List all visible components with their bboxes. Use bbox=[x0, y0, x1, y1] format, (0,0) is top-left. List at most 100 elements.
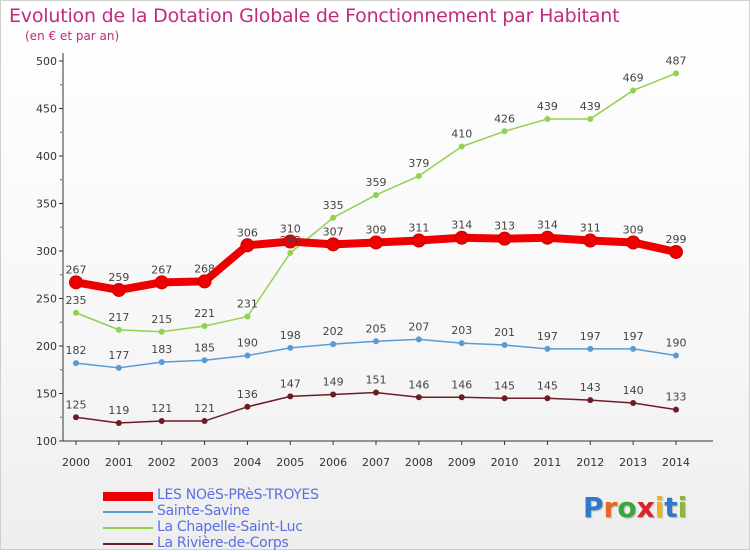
data-point bbox=[158, 418, 165, 425]
data-point bbox=[287, 393, 294, 400]
data-label: 125 bbox=[66, 398, 87, 411]
data-point bbox=[458, 394, 465, 401]
data-label: 198 bbox=[280, 329, 301, 342]
legend-swatch bbox=[103, 511, 153, 513]
data-label: 311 bbox=[580, 222, 601, 235]
data-point bbox=[544, 395, 551, 402]
data-point bbox=[115, 364, 122, 371]
data-label: 136 bbox=[237, 388, 258, 401]
legend-swatch bbox=[103, 527, 153, 529]
x-tick-label: 2001 bbox=[105, 456, 133, 469]
data-label: 298 bbox=[280, 234, 301, 247]
data-point bbox=[69, 275, 83, 290]
series-3 bbox=[73, 389, 679, 426]
data-point bbox=[240, 238, 255, 253]
data-point bbox=[287, 344, 294, 351]
y-tick-label: 350 bbox=[36, 198, 57, 211]
data-label: 310 bbox=[280, 223, 301, 236]
data-label: 143 bbox=[580, 381, 601, 394]
data-point bbox=[283, 234, 298, 249]
logo-letter: i bbox=[677, 491, 688, 524]
data-point bbox=[497, 231, 512, 246]
data-label: 309 bbox=[366, 223, 387, 236]
x-tick-label: 2009 bbox=[448, 456, 476, 469]
data-label: 145 bbox=[537, 379, 558, 392]
data-point bbox=[673, 406, 679, 413]
data-label: 314 bbox=[537, 219, 558, 232]
data-label: 197 bbox=[623, 330, 644, 343]
data-label: 197 bbox=[537, 330, 558, 343]
data-point bbox=[501, 128, 508, 135]
data-label: 182 bbox=[66, 344, 87, 357]
data-point bbox=[111, 282, 126, 297]
data-label: 197 bbox=[580, 330, 601, 343]
data-label: 121 bbox=[151, 402, 172, 415]
data-point bbox=[197, 274, 212, 289]
data-point bbox=[244, 403, 251, 410]
data-point bbox=[158, 359, 165, 366]
data-point bbox=[158, 328, 165, 335]
data-point bbox=[501, 395, 508, 402]
x-tick-label: 2010 bbox=[491, 456, 519, 469]
logo-letter: i bbox=[654, 491, 665, 524]
legend-label: La Rivière-de-Corps bbox=[157, 535, 289, 551]
data-point bbox=[330, 341, 337, 348]
x-tick-label: 2013 bbox=[619, 456, 647, 469]
axes: 100 150 200 250 300 350 400 450 500 2000 2001 2002 2… bbox=[36, 53, 713, 469]
legend-item: La Chapelle-Saint-Luc bbox=[103, 519, 403, 536]
series-layer bbox=[69, 70, 683, 426]
data-label: 307 bbox=[323, 225, 344, 238]
data-label: 149 bbox=[323, 375, 344, 388]
data-label: 309 bbox=[623, 223, 644, 236]
proxiti-logo: Proxiti bbox=[583, 491, 687, 524]
data-point bbox=[411, 233, 426, 248]
legend-swatch bbox=[103, 543, 153, 545]
data-point bbox=[630, 345, 637, 352]
data-point bbox=[458, 143, 465, 150]
legend-label: Sainte-Savine bbox=[157, 503, 250, 519]
data-label: 183 bbox=[151, 343, 172, 356]
x-tick-label: 2007 bbox=[362, 456, 390, 469]
legend-label: LES NOëS-PRèS-TROYES bbox=[157, 487, 319, 503]
data-label: 235 bbox=[66, 294, 87, 307]
data-point bbox=[201, 323, 208, 330]
x-tick-label: 2008 bbox=[405, 456, 433, 469]
data-label: 205 bbox=[366, 322, 387, 335]
y-tick-label: 150 bbox=[36, 388, 57, 401]
x-tick-label: 2004 bbox=[233, 456, 261, 469]
data-label: 119 bbox=[108, 404, 129, 417]
series-0 bbox=[69, 230, 683, 297]
data-point bbox=[244, 352, 251, 359]
data-point bbox=[626, 235, 641, 250]
data-label: 335 bbox=[323, 199, 344, 212]
data-point bbox=[73, 309, 79, 316]
x-tick-label: 2006 bbox=[319, 456, 347, 469]
data-label: 207 bbox=[408, 320, 429, 333]
legend-item: Sainte-Savine bbox=[103, 503, 403, 520]
data-point bbox=[330, 391, 337, 398]
x-tick-label: 2000 bbox=[62, 456, 90, 469]
data-point bbox=[544, 345, 551, 352]
data-label: 487 bbox=[666, 54, 687, 67]
data-point bbox=[673, 70, 679, 77]
data-label: 439 bbox=[580, 100, 601, 113]
data-point bbox=[669, 244, 683, 259]
x-tick-label: 2014 bbox=[662, 456, 690, 469]
data-point bbox=[373, 338, 379, 345]
data-point bbox=[115, 419, 122, 426]
data-label: 314 bbox=[451, 219, 472, 232]
y-tick-label: 250 bbox=[36, 293, 57, 306]
data-label: 202 bbox=[323, 325, 344, 338]
data-label: 151 bbox=[366, 374, 387, 387]
y-tick-label: 200 bbox=[36, 340, 57, 353]
data-label: 359 bbox=[366, 176, 387, 189]
x-tick-label: 2002 bbox=[148, 456, 176, 469]
data-label: 221 bbox=[194, 307, 215, 320]
data-point bbox=[415, 336, 422, 343]
legend-swatch bbox=[103, 492, 153, 501]
logo-letter: r bbox=[603, 491, 618, 524]
legend-item: La Rivière-de-Corps bbox=[103, 535, 403, 552]
data-label: 145 bbox=[494, 379, 515, 392]
